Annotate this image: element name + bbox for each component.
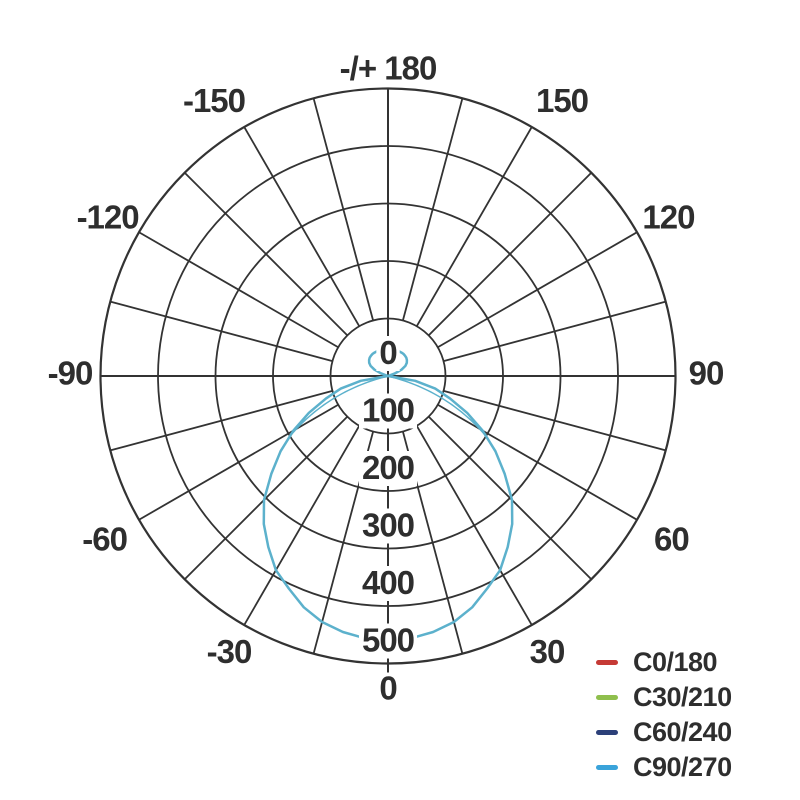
angle-tick-label-30: 30 (530, 633, 565, 670)
spoke-gridline-75 (443, 390, 666, 452)
angle-tick-label--30: -30 (207, 633, 252, 670)
angle-tick-label-90: 90 (689, 355, 724, 392)
spoke-gridline-285 (110, 390, 333, 452)
legend-label-c0-180: C0/180 (633, 647, 718, 677)
legend-swatch-c0-180-icon (596, 660, 618, 665)
radial-tick-halo-500 (358, 623, 418, 659)
chart-legend: C0/180 C30/210 C60/240 C90/270 (596, 645, 732, 785)
spoke-gridline-225 (184, 172, 348, 336)
spoke-gridline-120 (437, 231, 638, 349)
spoke-gridline-30 (415, 425, 533, 626)
legend-swatch-c60-240-icon (596, 730, 618, 735)
angle-tick-label-150: 150 (536, 82, 588, 119)
curve-transition-line-1 (287, 375, 389, 439)
legend-label-c60-240: C60/240 (633, 717, 732, 747)
radial-tick-halo-0 (376, 336, 400, 371)
spoke-gridline-60 (437, 403, 638, 521)
legend-item-c60-240: C60/240 (596, 715, 732, 750)
legend-label-c30-210: C30/210 (633, 682, 732, 712)
spoke-gridline-45 (428, 416, 592, 580)
radial-tick-label-200: 200 (362, 449, 414, 486)
radial-tick-label-0: 0 (379, 334, 396, 371)
spoke-gridline-315 (184, 416, 348, 580)
legend-item-c90-270: C90/270 (596, 750, 732, 785)
angle-tick-label-120: 120 (642, 199, 694, 236)
spoke-gridline-255 (110, 300, 333, 362)
curve-transition-line-0 (387, 375, 489, 439)
radial-tick-label-500: 500 (362, 622, 414, 659)
radial-tick-halo-400 (358, 566, 418, 601)
angle-tick-label--150: -150 (183, 82, 245, 119)
spoke-gridline-240 (138, 231, 339, 349)
radial-tick-halo-200 (358, 451, 418, 486)
legend-label-c90-270: C90/270 (633, 752, 732, 782)
spoke-gridline-195 (312, 98, 374, 321)
spoke-gridline-330 (243, 425, 361, 626)
angle-tick-label-60: 60 (654, 521, 689, 558)
angle-tick-label--120: -120 (77, 199, 139, 236)
spoke-gridline-135 (428, 172, 592, 336)
legend-item-c0-180: C0/180 (596, 645, 732, 680)
spoke-gridline-105 (443, 300, 666, 362)
legend-item-c30-210: C30/210 (596, 680, 732, 715)
angle-tick-label--90: -90 (48, 355, 93, 392)
radial-tick-label-400: 400 (362, 564, 414, 601)
spoke-gridline-300 (138, 403, 339, 521)
spoke-gridline-165 (402, 98, 464, 321)
spoke-gridline-210 (243, 126, 361, 327)
legend-swatch-c90-270-icon (596, 765, 618, 770)
legend-swatch-c30-210-icon (596, 695, 618, 700)
radial-tick-label-100: 100 (362, 392, 414, 429)
spoke-gridline-150 (415, 126, 533, 327)
angle-tick-label-0: 0 (379, 670, 396, 707)
angle-tick-label--60: -60 (82, 521, 127, 558)
radial-tick-label-300: 300 (362, 507, 414, 544)
radial-tick-halo-300 (358, 508, 418, 544)
radial-tick-halo-100 (358, 393, 418, 429)
angle-tick-label-180: -/+ 180 (340, 50, 437, 87)
